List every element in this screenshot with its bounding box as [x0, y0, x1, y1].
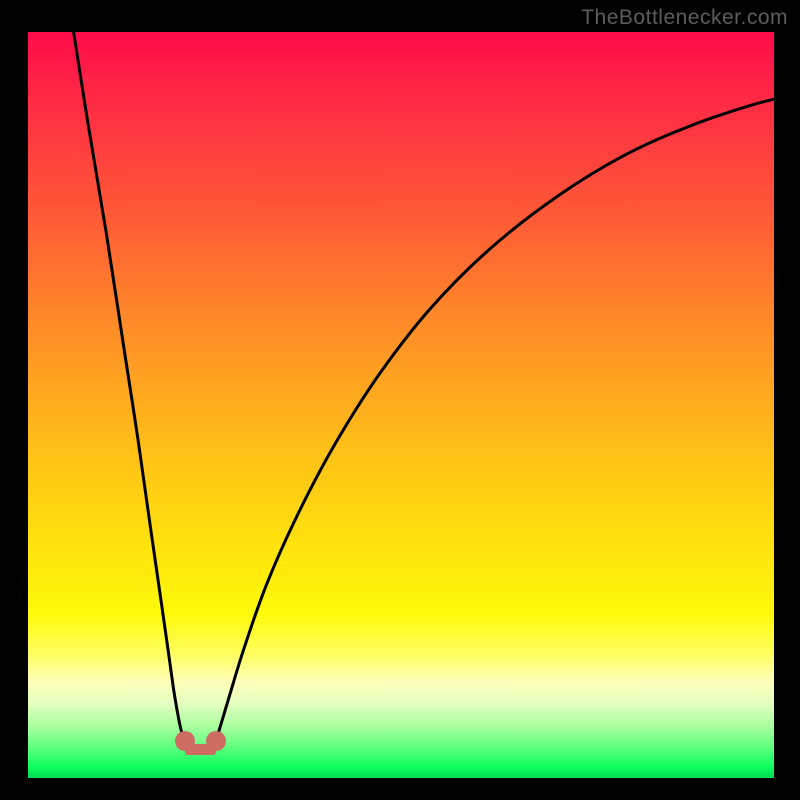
watermark-text: TheBottlenecker.com [581, 6, 788, 30]
marker-right-min [206, 731, 226, 751]
marker-left-min [175, 731, 195, 751]
curve-right-branch [216, 98, 774, 741]
curve-left-branch [71, 32, 184, 741]
chart-plot-area [28, 32, 774, 778]
curve-layer [28, 32, 774, 778]
